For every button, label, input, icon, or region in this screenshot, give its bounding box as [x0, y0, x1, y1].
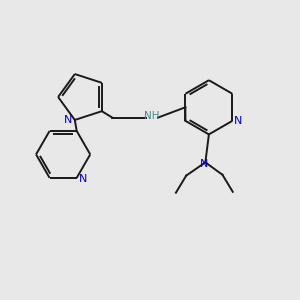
Text: NH: NH: [144, 111, 159, 122]
Text: N: N: [64, 115, 73, 125]
Text: N: N: [200, 159, 208, 169]
Text: N: N: [78, 174, 87, 184]
Text: N: N: [234, 116, 242, 126]
